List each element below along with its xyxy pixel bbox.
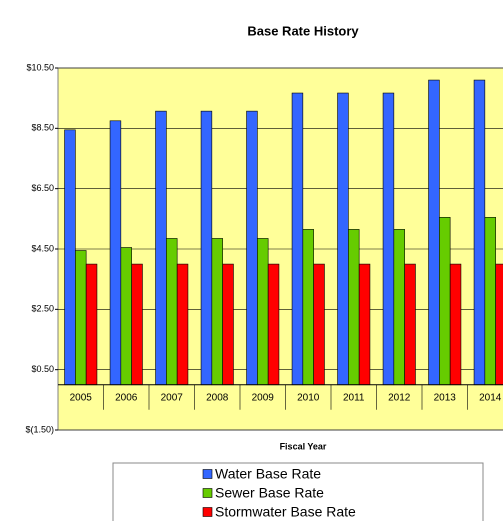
chart-title: Base Rate History <box>247 23 359 38</box>
bar <box>75 250 87 386</box>
y-tick-label: $2.50 <box>31 304 54 314</box>
bar <box>358 263 371 386</box>
bar <box>267 263 280 386</box>
bar <box>176 263 189 386</box>
y-tick-label: $4.50 <box>31 243 54 253</box>
x-tick-label: 2005 <box>70 392 93 403</box>
legend-label: Sewer Base Rate <box>215 485 324 501</box>
bar <box>393 229 405 386</box>
bar <box>313 263 325 386</box>
bar <box>211 238 223 386</box>
legend-swatch <box>202 488 213 498</box>
bar <box>131 263 143 386</box>
x-axis-title: Fiscal Year <box>280 441 327 451</box>
legend-swatch <box>202 469 213 479</box>
x-tick-label: 2012 <box>388 392 411 403</box>
x-tick-label: 2008 <box>206 392 229 403</box>
bar <box>291 92 304 386</box>
bar <box>257 238 269 386</box>
bar <box>200 110 213 386</box>
y-tick-label: $8.50 <box>31 123 54 133</box>
bar <box>64 129 76 386</box>
x-tick-label: 2007 <box>161 392 184 403</box>
bar <box>449 263 462 386</box>
bar <box>484 217 496 386</box>
bar <box>120 247 132 386</box>
legend-label: Water Base Rate <box>215 466 321 482</box>
x-tick-label: 2009 <box>252 392 275 403</box>
y-tick-label: $10.50 <box>26 62 54 72</box>
bar <box>337 92 349 386</box>
bar <box>109 120 122 386</box>
bar <box>404 263 416 386</box>
bar <box>246 110 258 386</box>
bar <box>495 263 503 386</box>
bar <box>85 263 98 386</box>
bar <box>382 92 395 386</box>
y-tick-label: $(1.50) <box>25 424 54 434</box>
bar <box>473 79 486 386</box>
x-tick-label: 2013 <box>434 392 457 403</box>
x-tick-label: 2010 <box>297 392 320 403</box>
y-tick-label: $0.50 <box>31 364 54 374</box>
bar <box>155 110 167 386</box>
legend-label: Stormwater Base Rate <box>215 504 356 520</box>
x-tick-label: 2014 <box>479 392 502 403</box>
bar <box>302 229 314 386</box>
y-tick-label: $6.50 <box>31 183 54 193</box>
x-tick-label: 2006 <box>115 392 138 403</box>
legend-swatch <box>202 507 213 517</box>
legend-box <box>112 462 484 521</box>
x-tick-label: 2011 <box>343 392 365 403</box>
bar <box>439 217 451 386</box>
bar <box>348 229 360 386</box>
bar <box>428 79 440 386</box>
bar <box>222 263 234 386</box>
bar <box>166 238 178 386</box>
